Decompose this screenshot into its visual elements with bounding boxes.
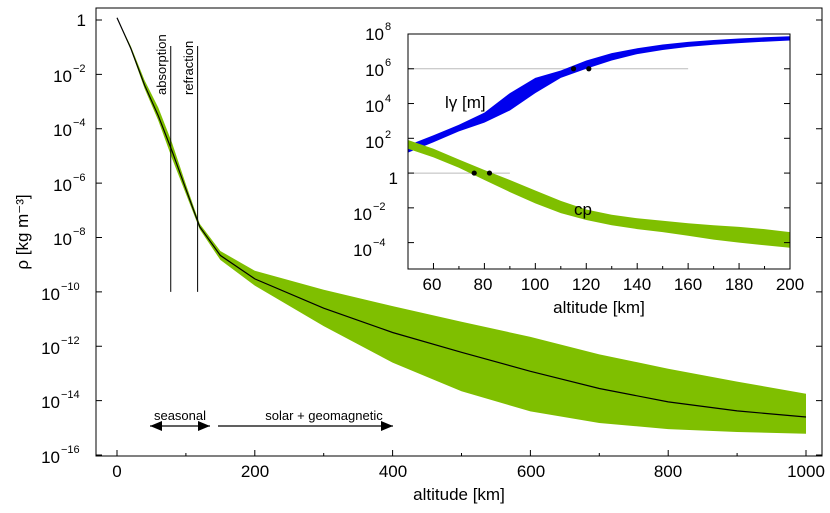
inset-plot: 10 8 10 6 10 4 10 2 1 10 −2 10 −4 60 80 … [353,21,804,317]
inset-x-tick-label: 60 [423,275,442,294]
main-x-tick-label: 200 [241,462,269,481]
main-y-tick-label: 10 [53,230,72,249]
inset-y-tick-exponent: 2 [385,129,391,141]
inset-x-tick-label: 140 [623,275,651,294]
inset-y-tick-label: 10 [353,205,372,224]
seasonal-arrow-head-left [150,421,162,431]
main-y-tick-label: 10 [53,67,72,86]
main-x-tick-label: 1000 [787,462,825,481]
inset-marker-point [586,66,592,72]
main-y-tick-label: 10 [53,176,72,195]
main-ticks-layer [96,19,822,456]
main-y-tick-exponent: −10 [61,281,80,293]
inset-x-tick-label: 80 [474,275,493,294]
density-median-line [116,17,807,418]
main-plot: 1 10 −2 10 −4 10 −6 10 −8 10 −10 10 −12 … [13,7,825,504]
inset-y-tick-exponent: 6 [385,57,391,69]
main-y-tick-exponent: −2 [73,63,86,75]
inset-x-tick-label: 120 [572,275,600,294]
inset-y-tick-exponent: −2 [373,201,386,213]
inset-band-cp [408,140,790,248]
inset-y-tick-label: 1 [389,169,398,188]
inset-plot-frame [407,33,791,270]
series-label-l-gamma: lγ [m] [445,93,486,112]
inset-reference-layer [408,68,689,174]
inset-point-layer [471,66,592,176]
density-variability-band [117,17,806,434]
inset-y-tick-labels: 10 8 10 6 10 4 10 2 1 10 −2 10 −4 [353,21,398,260]
main-x-tick-labels: 0 200 400 600 800 1000 [112,462,825,481]
inset-marker-point [486,170,493,176]
main-y-tick-exponent: −6 [73,172,86,184]
inset-band-l-gamma [408,36,790,153]
main-x-tick-label: 800 [654,462,682,481]
main-y-tick-exponent: −4 [73,117,86,129]
main-x-tick-label: 600 [517,462,545,481]
main-y-tick-label: 10 [41,393,60,412]
main-line-layer [116,17,807,418]
main-y-tick-label: 1 [77,11,86,30]
series-label-cp: cp [574,200,592,219]
main-y-tick-exponent: −8 [73,226,86,238]
main-y-tick-exponent: −16 [61,444,80,456]
main-y-tick-exponent: −12 [61,335,80,347]
inset-ticks-layer [407,33,791,269]
inset-band-layer [408,36,790,248]
inset-y-tick-label: 10 [365,133,384,152]
inset-x-tick-label: 180 [725,275,753,294]
main-y-tick-label: 10 [41,448,60,467]
inset-x-axis-label: altitude [km] [553,298,645,317]
refraction-label: refraction [181,41,196,95]
seasonal-label: seasonal [154,408,206,423]
solar-geomagnetic-label: solar + geomagnetic [265,408,383,423]
inset-y-tick-exponent: −4 [373,237,386,249]
inset-y-tick-exponent: 4 [385,93,391,105]
seasonal-arrow-head-right [198,421,210,431]
main-y-tick-label: 10 [41,285,60,304]
inset-y-tick-label: 10 [365,97,384,116]
inset-y-tick-label: 10 [365,61,384,80]
solar-geomagnetic-arrow-head [381,421,393,431]
main-y-tick-label: 10 [41,339,60,358]
main-x-tick-label: 0 [112,462,121,481]
main-y-tick-exponent: −14 [61,389,80,401]
inset-marker-point [570,66,577,72]
main-y-axis-label: ρ [kg m⁻³] [13,194,32,269]
inset-x-tick-label: 100 [521,275,549,294]
absorption-label: absorption [154,34,169,95]
main-x-tick-label: 400 [379,462,407,481]
inset-x-tick-label: 160 [674,275,702,294]
main-y-tick-labels: 1 10 −2 10 −4 10 −6 10 −8 10 −10 10 −12 … [41,11,86,467]
main-y-tick-label: 10 [53,121,72,140]
main-x-axis-label: altitude [km] [413,485,505,504]
inset-y-tick-label: 10 [365,25,384,44]
inset-x-tick-labels: 60 80 100 120 140 160 180 200 [423,275,805,294]
inset-x-tick-label: 200 [776,275,804,294]
main-band-layer [117,17,806,434]
inset-marker-point [471,170,477,176]
inset-y-tick-exponent: 8 [385,21,391,33]
inset-y-tick-label: 10 [353,241,372,260]
main-plot-frame [95,7,823,457]
main-marker-layer [150,46,393,431]
